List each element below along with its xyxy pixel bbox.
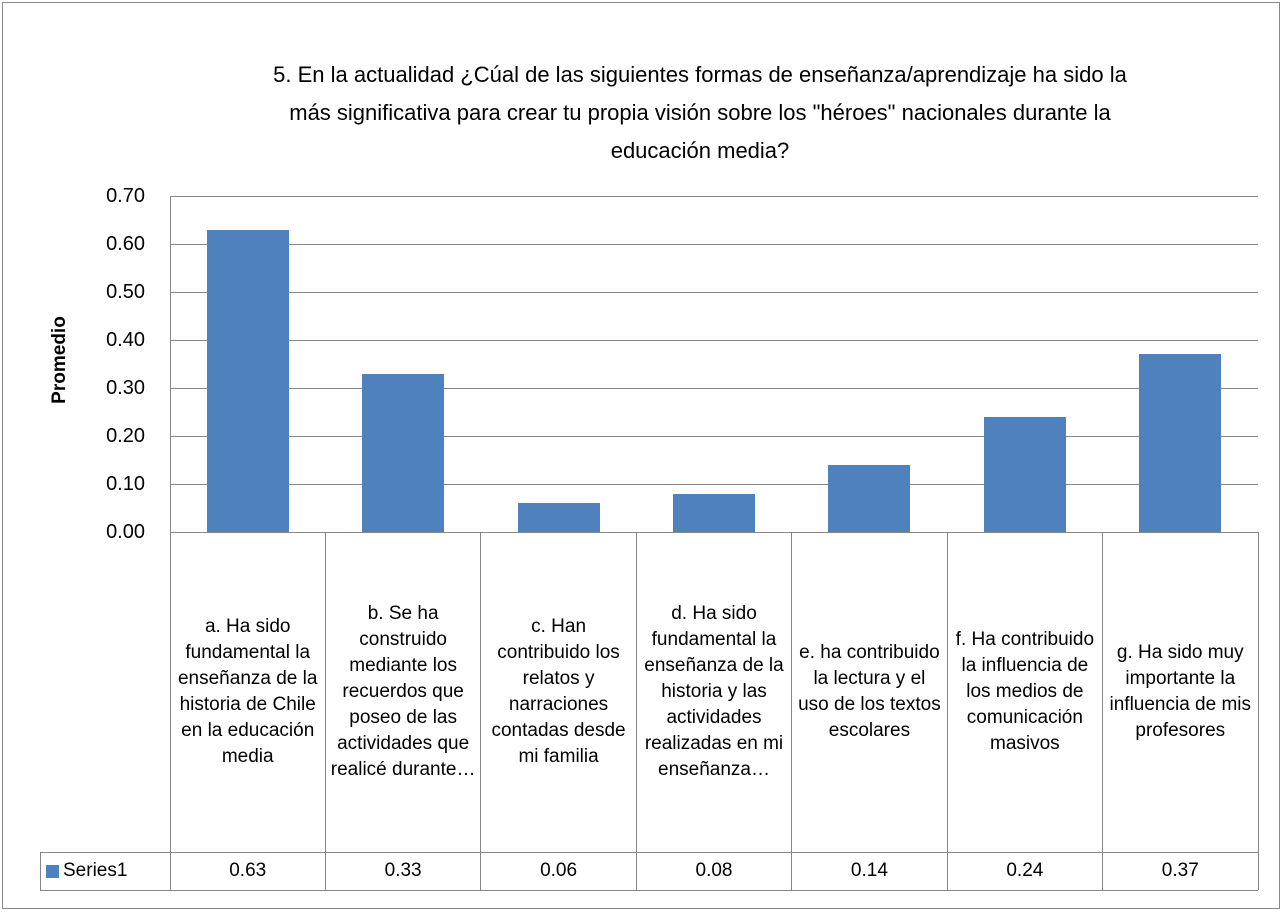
x-tick-label: g. Ha sido muy importante la influencia … [1109, 642, 1252, 741]
table-line [635, 532, 637, 890]
table-value: 0.08 [695, 860, 733, 881]
table-value: 0.14 [850, 860, 888, 881]
table-line [39, 852, 41, 890]
bar [517, 503, 600, 532]
y-tick-label: 0.30 [106, 377, 145, 399]
table-line [791, 532, 793, 890]
table-line [946, 532, 948, 890]
y-tick-label: 0.00 [106, 521, 145, 543]
bar [983, 416, 1066, 532]
bar [362, 373, 445, 532]
x-tick-label: c. Han contribuido los relatos y narraci… [491, 616, 626, 767]
table-value: 0.37 [1161, 860, 1199, 881]
chart-title: 5. En la actualidad ¿Cúal de las siguien… [273, 62, 1127, 163]
bar [828, 464, 911, 532]
y-tick-label: 0.40 [106, 329, 145, 351]
grid-line [170, 339, 1258, 341]
grid-line [170, 387, 1258, 389]
y-tick-label: 0.60 [106, 233, 145, 255]
bar [206, 229, 289, 532]
bar [1139, 354, 1222, 532]
table-line [1257, 532, 1259, 890]
legend-label: Series1 [63, 860, 128, 881]
bar [673, 493, 755, 532]
table-line [40, 889, 1258, 891]
table-line [324, 532, 326, 890]
y-tick-label: 0.50 [106, 281, 145, 303]
legend-entry: Series1 [40, 852, 170, 890]
table-value: 0.06 [540, 860, 578, 881]
x-tick-label: a. Ha sido fundamental la enseñanza de l… [177, 616, 318, 767]
table-value: 0.24 [1006, 860, 1044, 881]
table-line [480, 532, 482, 890]
grid-line [170, 291, 1258, 293]
grid-line [170, 243, 1258, 245]
table-line [40, 851, 1258, 853]
table-value: 0.63 [229, 860, 267, 881]
x-tick-label: e. ha contribuido la lectura y el uso de… [798, 642, 941, 741]
table-line [170, 531, 1258, 533]
table-value: 0.33 [384, 860, 422, 881]
legend-swatch [46, 864, 59, 878]
x-tick-label: f. Ha contribuido la influencia de los m… [955, 629, 1095, 754]
y-axis-line [169, 196, 171, 890]
y-tick-label: 0.20 [106, 425, 145, 447]
grid-line [170, 435, 1258, 437]
y-tick-label: 0.10 [106, 473, 145, 495]
x-tick-label: d. Ha sido fundamental la enseñanza de l… [644, 603, 784, 780]
y-tick-label: 0.70 [106, 185, 145, 207]
grid-line [170, 195, 1258, 197]
table-line [1102, 532, 1104, 890]
grid-line [170, 483, 1258, 485]
x-tick-label: b. Se ha construido mediante los recuerd… [330, 603, 476, 780]
